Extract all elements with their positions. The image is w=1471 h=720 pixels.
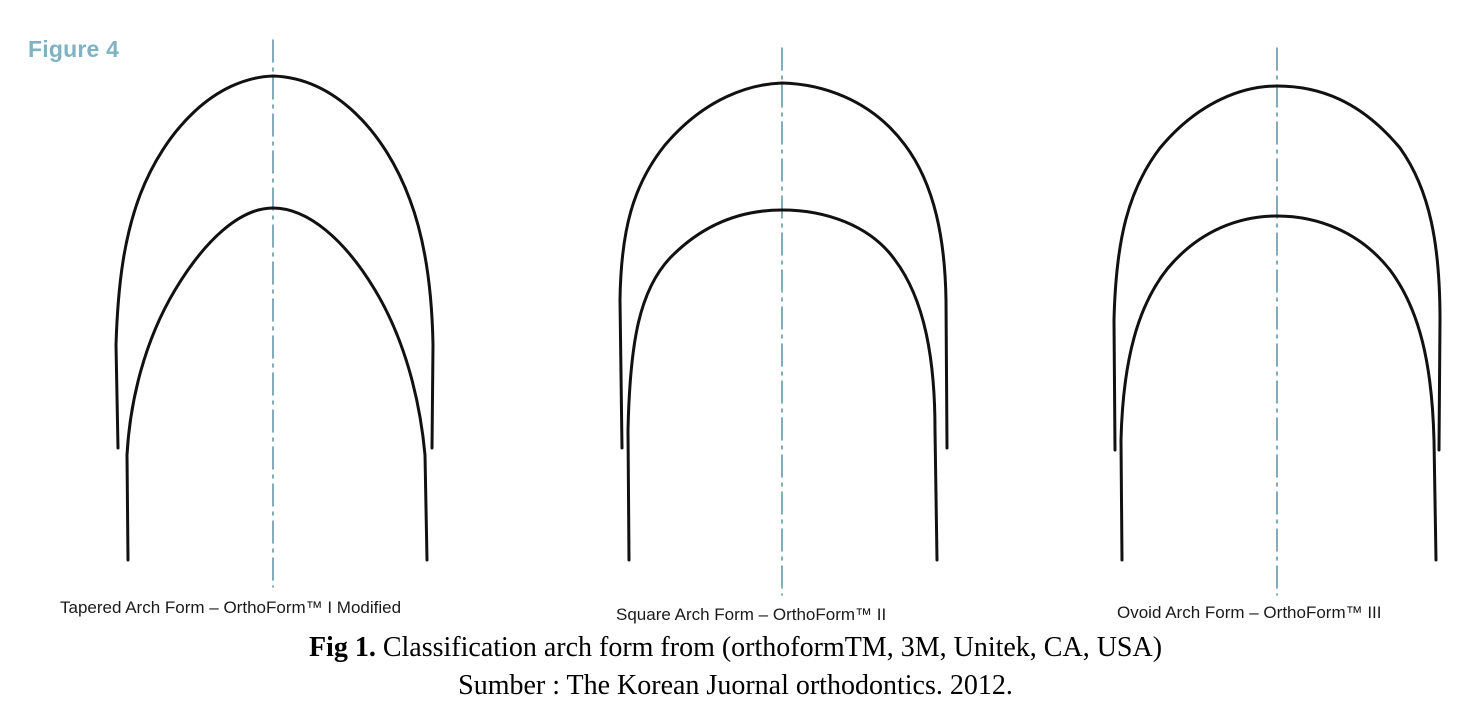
tapered-arch-group — [114, 39, 435, 588]
tapered-outer-arch — [114, 74, 435, 450]
tapered-inner-arch — [125, 206, 429, 562]
figure-label: Figure 4 — [28, 36, 120, 62]
caption-source: Sumber : The Korean Juornal orthodontics… — [458, 670, 1013, 701]
square-inner-arch — [626, 208, 939, 562]
ovoid-arch-label: Ovoid Arch Form – OrthoForm™ III — [1117, 603, 1382, 622]
square-arch-label: Square Arch Form – OrthoForm™ II — [616, 605, 887, 624]
ovoid-arch-group — [1112, 47, 1442, 596]
caption-prefix: Fig 1. — [308, 632, 376, 663]
square-outer-arch — [618, 81, 949, 450]
ovoid-inner-arch — [1119, 214, 1438, 562]
ovoid-outer-arch — [1112, 84, 1442, 452]
tapered-arch-label: Tapered Arch Form – OrthoForm™ I Modifie… — [60, 598, 402, 617]
square-arch-group — [618, 47, 949, 596]
figure-caption: Fig 1. Classification arch form from (or… — [0, 632, 1471, 664]
caption-text: Classification arch form from (orthoform… — [382, 632, 1163, 663]
